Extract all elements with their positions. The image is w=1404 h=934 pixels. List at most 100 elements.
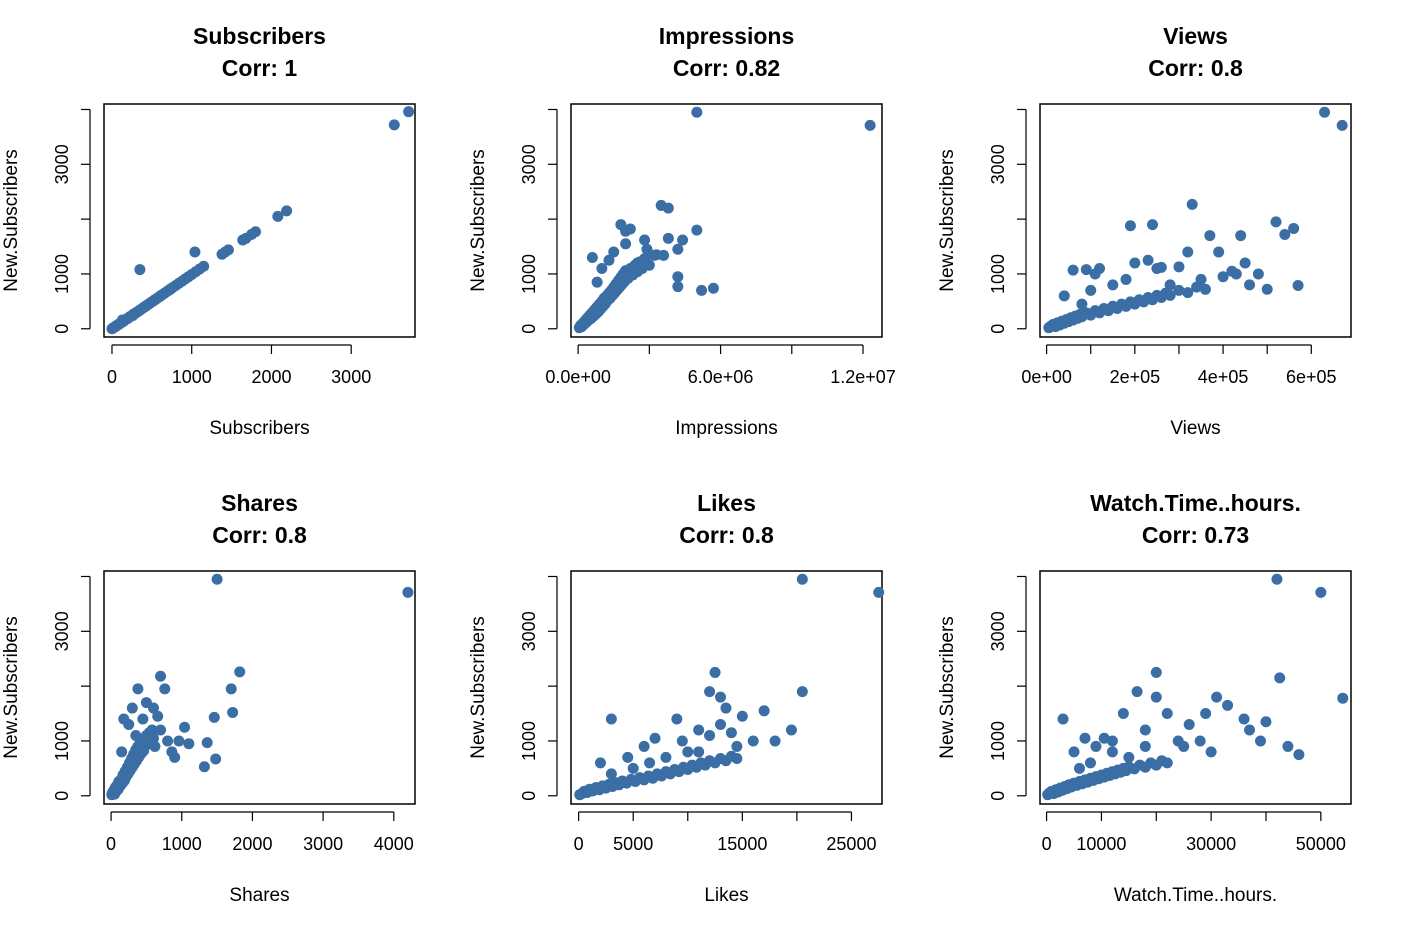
scatter-point xyxy=(272,210,284,222)
scatter-point xyxy=(682,746,694,758)
scatter-point xyxy=(1239,257,1251,269)
scatter-point xyxy=(1139,740,1151,752)
scatter-point xyxy=(676,735,688,747)
x-tick-label: 3000 xyxy=(331,367,371,387)
scatter-point xyxy=(1164,289,1176,301)
x-tick-label: 30000 xyxy=(1186,834,1236,854)
y-tick-label: 1000 xyxy=(52,254,72,294)
scatter-point xyxy=(116,746,128,758)
scatter-point xyxy=(1183,719,1195,731)
scatter-point xyxy=(164,283,176,295)
scatter-point xyxy=(155,670,167,682)
scatter-point xyxy=(189,246,201,258)
scatter-point xyxy=(1090,740,1102,752)
scatter-point xyxy=(134,264,146,276)
x-tick-label: 0 xyxy=(107,367,117,387)
scatter-point xyxy=(796,686,808,698)
scatter-point xyxy=(1238,713,1250,725)
scatter-point xyxy=(649,732,661,744)
scatter-point xyxy=(139,301,151,313)
scatter-point xyxy=(1123,751,1135,763)
scatter-point xyxy=(691,106,703,118)
scatter-point xyxy=(1182,246,1194,258)
scatter-point xyxy=(796,573,808,585)
scatter-point xyxy=(1337,692,1349,704)
x-tick-label: 0 xyxy=(1042,834,1052,854)
plot-frame xyxy=(570,570,883,805)
scatter-point xyxy=(605,713,617,725)
x-tick-label: 4000 xyxy=(374,834,414,854)
scatter-point xyxy=(1205,746,1217,758)
scatter-point xyxy=(211,573,223,585)
scatter-panel-2: Impressions Corr: 0.82 0.0e+00 6.0e+06 1.2e+… xyxy=(468,23,896,439)
scatter-point xyxy=(714,719,726,731)
scatter-point xyxy=(146,724,158,736)
x-tick-label: 2000 xyxy=(251,367,291,387)
scatter-point xyxy=(627,762,639,774)
scatter-point xyxy=(707,282,719,294)
scatter-point xyxy=(1211,691,1223,703)
scatter-point xyxy=(1270,216,1282,228)
panel-title: Shares xyxy=(221,490,298,516)
y-tick-label: 0 xyxy=(52,791,72,801)
scatter-point xyxy=(1252,268,1264,280)
panel-subtitle: Corr: 0.8 xyxy=(679,522,774,548)
x-tick-label: 0 xyxy=(106,834,116,854)
y-tick-label: 3000 xyxy=(519,611,539,651)
panel-subtitle: Corr: 0.82 xyxy=(673,55,780,81)
scatter-point xyxy=(1073,762,1085,774)
panel-title: Watch.Time..hours. xyxy=(1090,490,1301,516)
scatter-point xyxy=(1244,279,1256,291)
scatter-point xyxy=(736,710,748,722)
scatter-point xyxy=(127,310,139,322)
scatter-point xyxy=(1217,271,1229,283)
scatter-point xyxy=(1139,724,1151,736)
y-axis-label: New.Subscribers xyxy=(468,616,489,759)
scatter-point xyxy=(662,232,674,244)
scatter-point xyxy=(620,225,632,237)
scatter-point xyxy=(140,697,152,709)
scatter-point xyxy=(403,106,415,118)
scatter-point xyxy=(1260,716,1272,728)
x-tick-label: 1000 xyxy=(162,834,202,854)
scatter-point xyxy=(594,757,606,769)
x-tick-label: 10000 xyxy=(1076,834,1126,854)
scatter-point xyxy=(173,735,185,747)
y-tick-label: 0 xyxy=(519,791,539,801)
scatter-point xyxy=(769,735,781,747)
scatter-point xyxy=(155,290,167,302)
plot-frame xyxy=(103,570,416,805)
scatter-point xyxy=(1079,732,1091,744)
scatter-point xyxy=(210,753,222,765)
scatter-point xyxy=(641,243,653,255)
scatter-point xyxy=(608,246,620,258)
y-tick-label: 3000 xyxy=(52,611,72,651)
scatter-points xyxy=(1042,573,1349,801)
scatter-point xyxy=(873,586,885,598)
scatter-point xyxy=(1164,279,1176,291)
panel-subtitle: Corr: 1 xyxy=(222,55,298,81)
scatter-point xyxy=(250,226,262,238)
panel-title: Likes xyxy=(697,490,756,516)
scatter-panel-5: Likes Corr: 0.8 0 5000 15000 25000 0 1000 3000 Li… xyxy=(468,490,885,906)
panel-title: Impressions xyxy=(659,23,795,49)
scatter-point xyxy=(1107,279,1119,291)
scatter-point xyxy=(159,683,171,695)
scatter-point xyxy=(1213,246,1225,258)
x-tick-label: 6e+05 xyxy=(1286,367,1337,387)
scatter-point xyxy=(655,199,667,211)
scatter-points xyxy=(574,573,885,801)
scatter-point xyxy=(1106,735,1118,747)
scatter-point xyxy=(1182,287,1194,299)
scatter-point xyxy=(1161,708,1173,720)
scatter-point xyxy=(1094,262,1106,274)
panel-subtitle: Corr: 0.73 xyxy=(1142,522,1249,548)
x-axis-label: Shares xyxy=(229,885,289,906)
scatter-point xyxy=(1261,283,1273,295)
scatter-panel-4: Shares Corr: 0.8 0 1000 2000 3000 4000 0 1000 300… xyxy=(1,490,416,906)
scatter-point xyxy=(179,721,191,733)
scatter-point xyxy=(1085,284,1097,296)
scatter-point xyxy=(1161,757,1173,769)
scatter-point xyxy=(709,666,721,678)
